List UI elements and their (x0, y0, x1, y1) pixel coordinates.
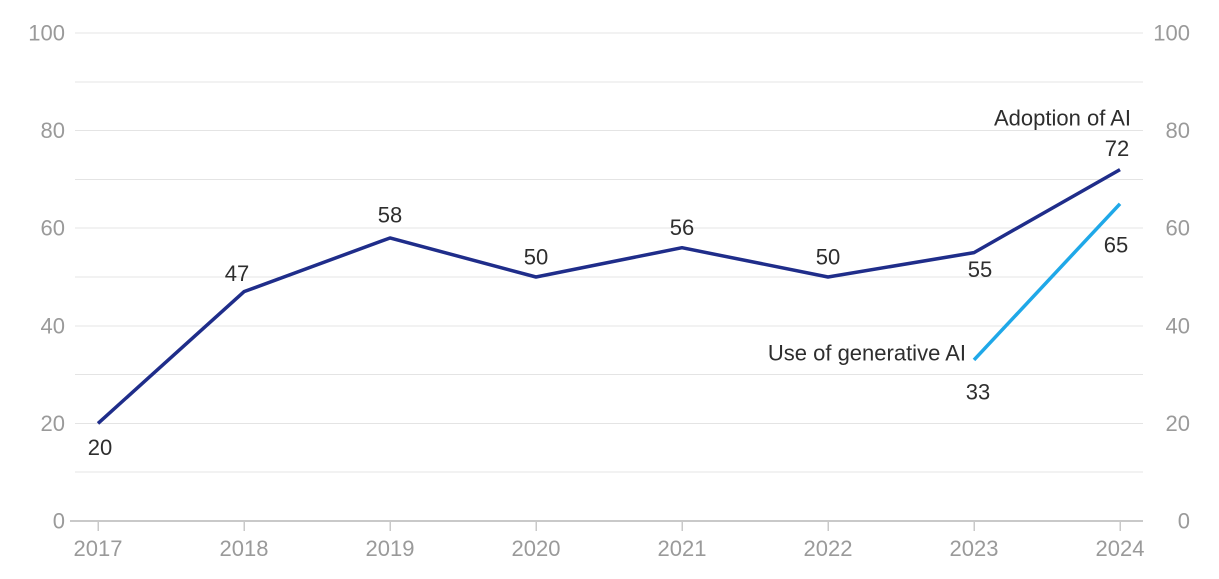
data-label-adoption-of-ai: 47 (225, 261, 249, 286)
y-axis-label-right: 100 (1153, 21, 1190, 46)
data-label-adoption-of-ai: 55 (968, 257, 992, 282)
y-axis-label-left: 40 (41, 313, 65, 338)
y-axis-label-left: 80 (41, 118, 65, 143)
y-axis-label-right: 40 (1166, 313, 1190, 338)
series-label-use-of-generative-ai: Use of generative AI (768, 341, 966, 366)
data-label-adoption-of-ai: 50 (816, 245, 840, 270)
y-axis-label-right: 60 (1166, 216, 1190, 241)
x-axis-label: 2018 (220, 536, 269, 561)
y-axis-label-left: 20 (41, 411, 65, 436)
data-label-adoption-of-ai: 72 (1105, 136, 1129, 161)
data-label-adoption-of-ai: 56 (670, 215, 694, 240)
x-axis-label: 2022 (804, 536, 853, 561)
x-axis-label: 2024 (1096, 536, 1145, 561)
y-axis-label-right: 80 (1166, 118, 1190, 143)
series-label-adoption-of-ai: Adoption of AI (994, 106, 1131, 131)
series-line-use-of-generative-ai (972, 202, 1122, 362)
y-axis-label-left: 100 (28, 21, 65, 46)
y-axis-label-left: 60 (41, 216, 65, 241)
data-label-adoption-of-ai: 58 (378, 202, 402, 227)
x-axis-label: 2023 (950, 536, 999, 561)
data-label-use-of-generative-ai: 65 (1104, 232, 1128, 257)
x-axis-label: 2017 (74, 536, 123, 561)
data-label-adoption-of-ai: 20 (88, 435, 112, 460)
y-axis-label-right: 20 (1166, 411, 1190, 436)
series-line-adoption-of-ai (96, 168, 1121, 425)
data-label-use-of-generative-ai: 33 (966, 379, 990, 404)
y-axis-label-right: 0 (1178, 509, 1190, 534)
x-axis-label: 2021 (658, 536, 707, 561)
data-label-adoption-of-ai: 50 (524, 245, 548, 270)
x-axis-label: 2019 (366, 536, 415, 561)
x-axis-label: 2020 (512, 536, 561, 561)
y-axis-label-left: 0 (53, 509, 65, 534)
